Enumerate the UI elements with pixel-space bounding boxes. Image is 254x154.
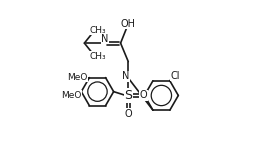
Text: Cl: Cl — [170, 71, 180, 81]
Text: N: N — [121, 71, 129, 81]
Text: O: O — [124, 109, 132, 119]
Text: OH: OH — [120, 19, 135, 29]
Text: MeO: MeO — [67, 73, 87, 82]
Text: CH₃: CH₃ — [89, 26, 105, 34]
Text: O: O — [139, 91, 147, 100]
Text: CH₃: CH₃ — [89, 52, 105, 61]
Text: MeO: MeO — [60, 91, 81, 100]
Text: N: N — [101, 34, 108, 44]
Text: S: S — [124, 89, 132, 102]
